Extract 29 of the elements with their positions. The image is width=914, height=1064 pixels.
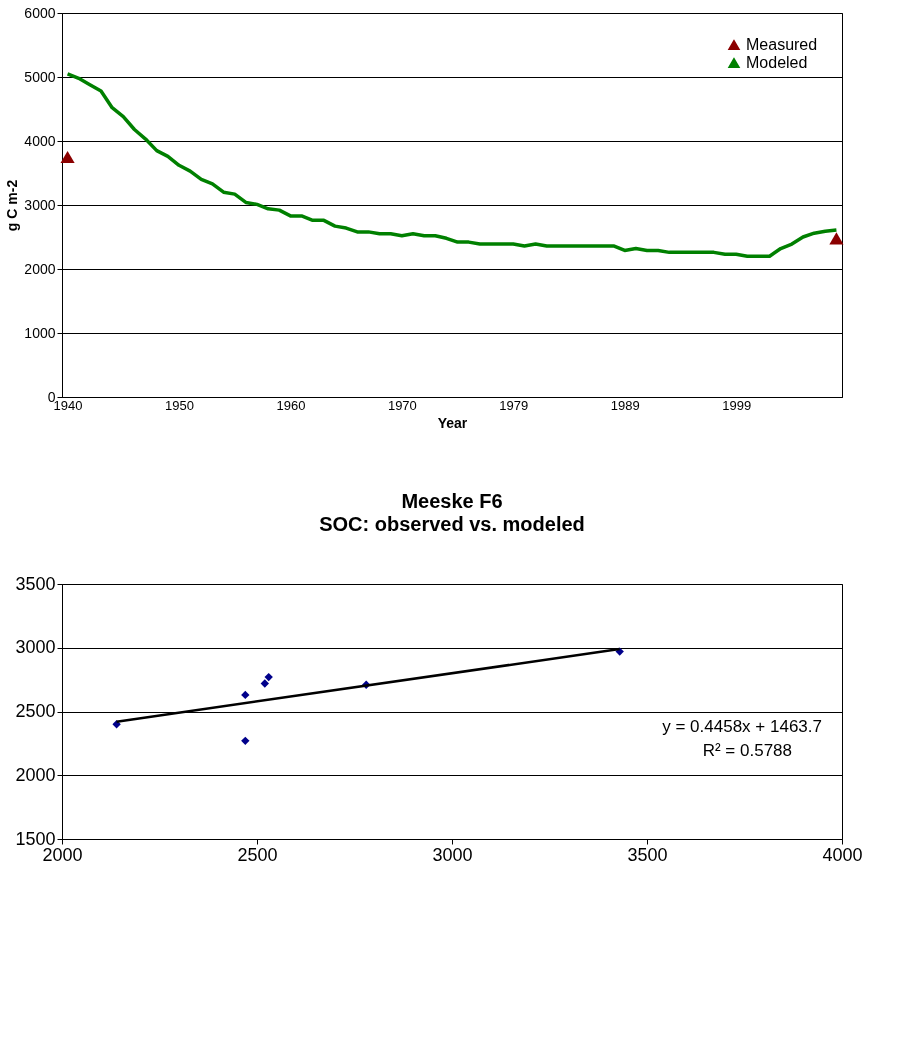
y-tick-label: 3500: [15, 573, 56, 594]
y-axis-title: g C m-2: [4, 179, 21, 232]
chart-subtitle: SOC: observed vs. modeled: [319, 513, 585, 535]
y-tick-label: 2500: [15, 701, 56, 721]
y-tick-label: 3000: [15, 637, 56, 658]
annotation: R² = 0.5788: [702, 740, 792, 760]
y-tick-label: 2000: [15, 764, 56, 785]
x-tick-label: 4000: [822, 844, 863, 865]
x-tick-label: 1999: [722, 397, 752, 413]
x-tick-label: 3500: [627, 844, 668, 865]
y-tick-label: 0: [47, 388, 56, 405]
legend-label: Measured: [746, 36, 818, 53]
x-tick-label: 1989: [610, 397, 640, 413]
x-tick-label: 1979: [499, 397, 529, 413]
x-axis-title: Year: [437, 414, 468, 431]
y-tick-label: 1000: [24, 324, 56, 341]
x-tick-label: 1970: [387, 397, 417, 413]
annotation: y = 0.4458x + 1463.7: [662, 716, 822, 736]
x-tick-label: 3000: [432, 844, 473, 865]
y-tick-label: 4000: [24, 132, 56, 149]
legend-label: Modeled: [746, 54, 808, 71]
x-tick-label: 1960: [276, 397, 306, 413]
y-tick-label: 5000: [24, 68, 56, 85]
chart-title: Meeske F6: [401, 490, 503, 512]
x-tick-label: 1950: [165, 397, 194, 413]
y-tick-label: 2000: [24, 260, 56, 277]
y-tick-label: 6000: [24, 4, 56, 21]
x-tick-label: 2500: [237, 844, 278, 865]
y-tick-label: 3000: [24, 196, 56, 213]
